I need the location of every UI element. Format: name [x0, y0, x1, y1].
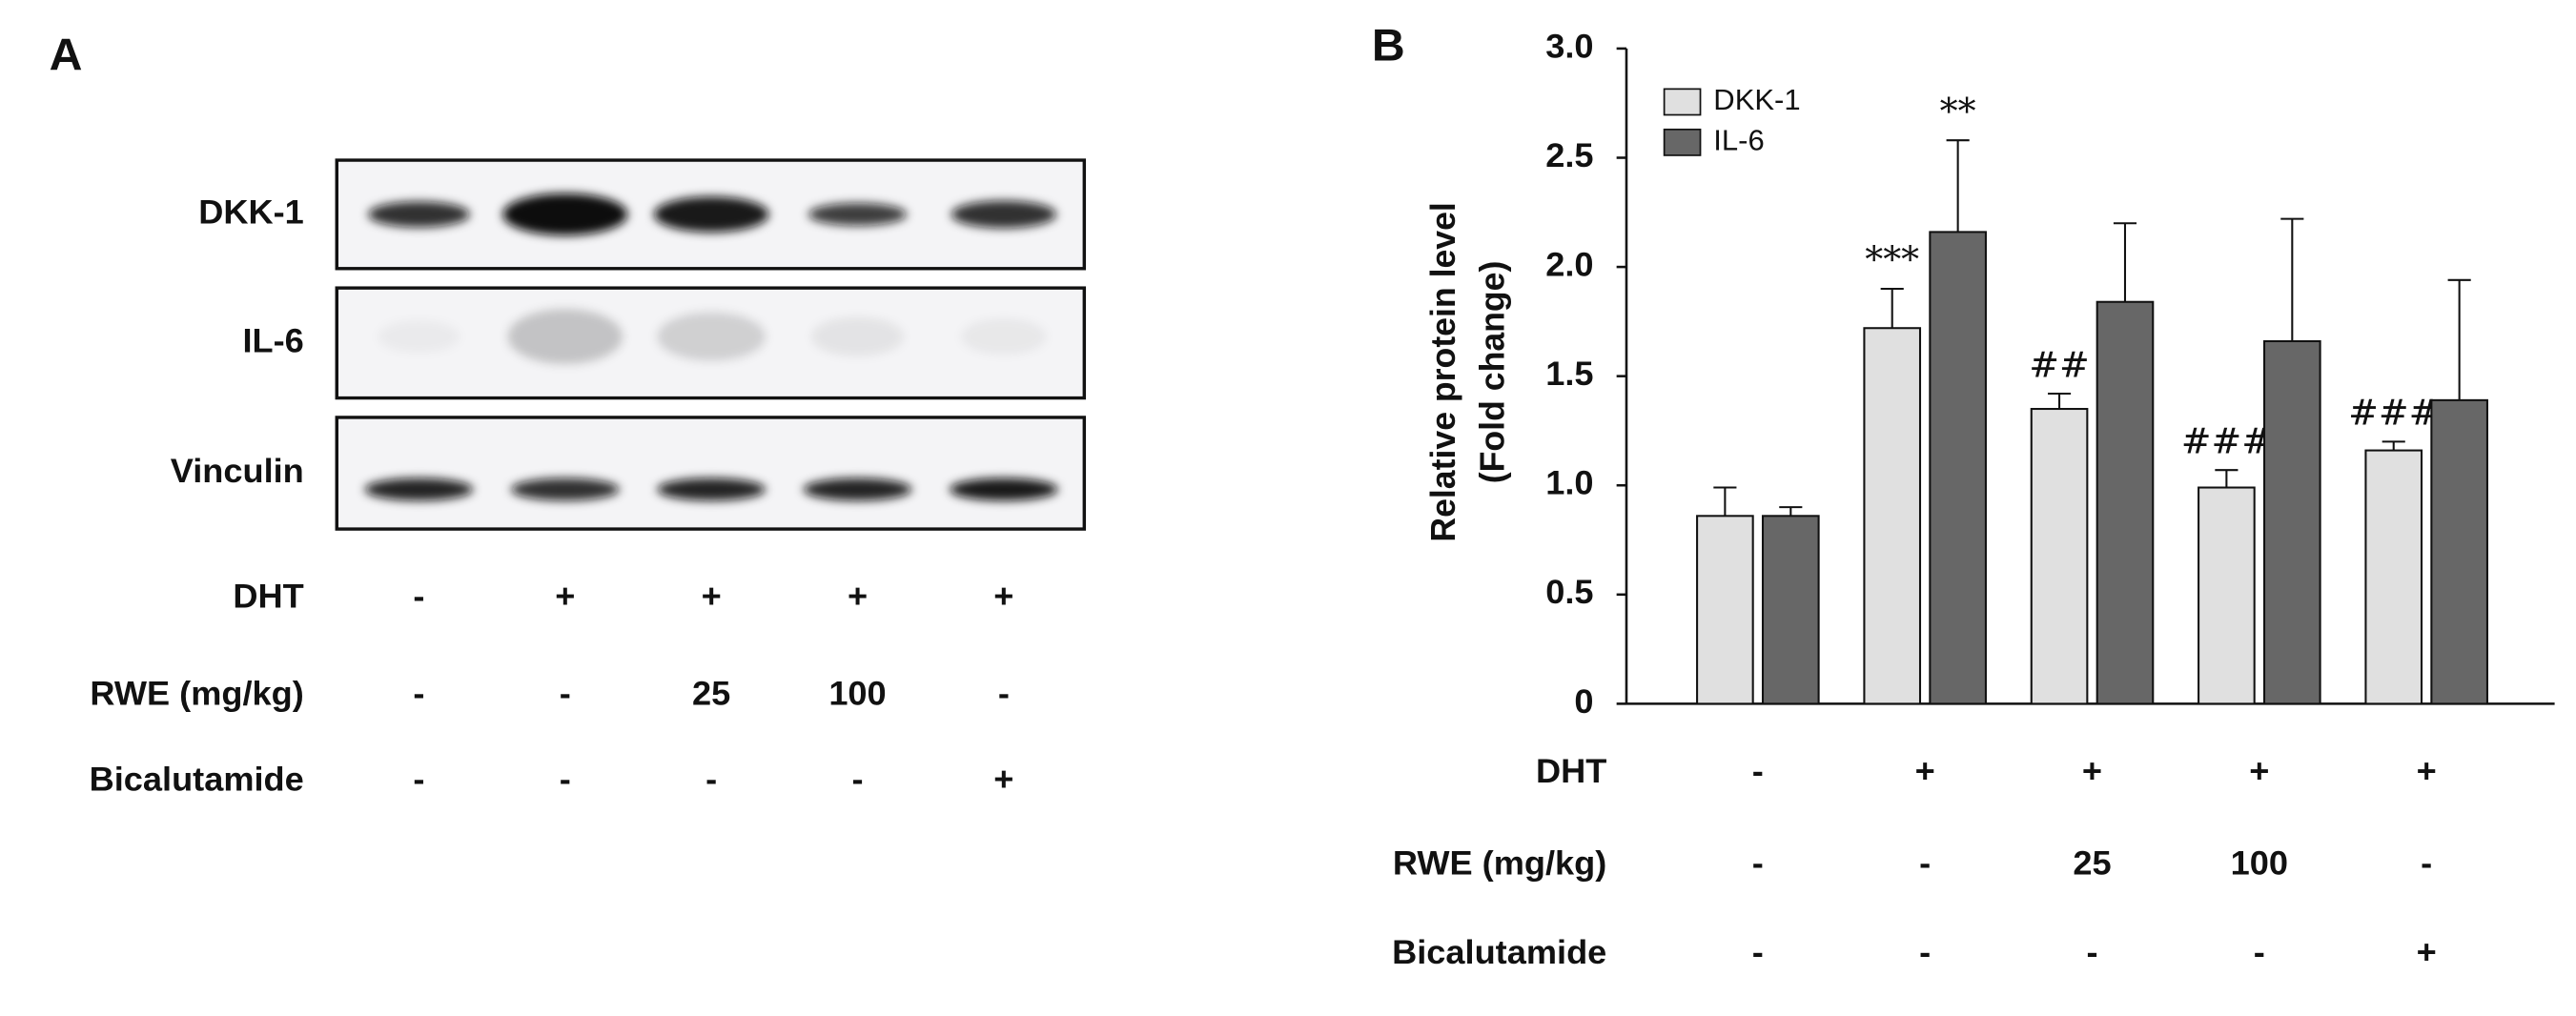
y-tick-label: 3.0 — [1545, 27, 1593, 66]
treatment-value: 100 — [828, 674, 886, 713]
treatment-label: DHT — [1536, 751, 1606, 790]
treatment-value: - — [705, 760, 717, 799]
blot-band — [951, 200, 1057, 229]
bar — [1761, 515, 1820, 705]
treatment-value: - — [560, 760, 571, 799]
treatment-value: - — [413, 577, 424, 616]
blot-label: DKK-1 — [198, 193, 304, 232]
bar — [2262, 339, 2321, 705]
y-axis-label: (Fold change) — [1472, 261, 1511, 484]
treatment-label: DHT — [233, 577, 303, 616]
treatment-value: + — [2082, 751, 2102, 790]
treatment-value: - — [998, 674, 1010, 713]
blot-band — [507, 309, 624, 364]
blot-band — [378, 320, 460, 354]
significance-label: ### — [2348, 392, 2439, 434]
blot-frame — [335, 416, 1087, 531]
treatment-value: - — [1919, 843, 1931, 883]
blot-band — [368, 201, 470, 228]
panel-label: B — [1372, 21, 1405, 71]
treatment-value: - — [1752, 751, 1764, 790]
treatment-value: 25 — [692, 674, 730, 713]
legend-swatch — [1663, 88, 1702, 116]
treatment-value: - — [1752, 932, 1764, 971]
blot-band — [502, 193, 628, 235]
significance-label: *** — [1865, 239, 1919, 281]
y-tick-label: 0 — [1574, 681, 1593, 721]
treatment-value: - — [413, 760, 424, 799]
treatment-label: Bicalutamide — [90, 760, 304, 799]
treatment-value: + — [555, 577, 575, 616]
significance-label: ### — [2181, 420, 2272, 462]
treatment-value: + — [1915, 751, 1935, 790]
bar — [1863, 327, 1922, 705]
legend-label: DKK-1 — [1713, 83, 1800, 116]
legend-label: IL-6 — [1713, 124, 1764, 157]
bar — [2198, 486, 2256, 705]
bar — [1696, 515, 1754, 705]
bar — [2430, 398, 2488, 705]
treatment-label: RWE (mg/kg) — [90, 674, 303, 713]
treatment-value: - — [851, 760, 863, 799]
legend-swatch — [1663, 128, 1702, 156]
bar — [2030, 408, 2089, 705]
blot-label: IL-6 — [242, 321, 303, 360]
treatment-value: + — [993, 577, 1013, 616]
y-axis-label: Relative protein level — [1423, 202, 1462, 541]
treatment-value: - — [2421, 843, 2432, 883]
y-tick-label: 2.0 — [1545, 245, 1593, 284]
treatment-value: - — [413, 674, 424, 713]
significance-label: ** — [1940, 91, 1976, 132]
treatment-value: + — [993, 760, 1013, 799]
blot-band — [950, 478, 1058, 501]
blot-band — [364, 478, 474, 501]
significance-label: ## — [2029, 344, 2090, 386]
blot-label: Vinculin — [171, 451, 304, 490]
treatment-value: + — [2417, 932, 2437, 971]
treatment-value: - — [560, 674, 571, 713]
y-tick-label: 2.5 — [1545, 135, 1593, 174]
treatment-value: + — [702, 577, 722, 616]
treatment-label: RWE (mg/kg) — [1393, 843, 1606, 883]
blot-band — [808, 203, 908, 226]
treatment-value: + — [2417, 751, 2437, 790]
treatment-value: - — [1752, 843, 1764, 883]
blot-band — [657, 478, 767, 501]
bar — [2096, 300, 2155, 705]
blot-band — [510, 478, 620, 501]
treatment-value: 25 — [2073, 843, 2111, 883]
blot-band — [961, 318, 1047, 355]
bar — [1929, 231, 1987, 705]
treatment-value: + — [2249, 751, 2269, 790]
treatment-value: + — [848, 577, 868, 616]
y-tick-label: 1.5 — [1545, 354, 1593, 393]
treatment-value: - — [2086, 932, 2097, 971]
y-tick-label: 1.0 — [1545, 463, 1593, 502]
blot-band — [803, 478, 912, 501]
panel-label: A — [50, 30, 83, 81]
treatment-value: 100 — [2231, 843, 2288, 883]
blot-band — [657, 312, 767, 361]
bar — [2364, 449, 2423, 705]
y-tick-label: 0.5 — [1545, 572, 1593, 611]
blot-band — [811, 316, 904, 356]
treatment-label: Bicalutamide — [1392, 932, 1606, 971]
treatment-value: - — [2254, 932, 2265, 971]
treatment-value: - — [1919, 932, 1931, 971]
blot-band — [653, 196, 769, 233]
